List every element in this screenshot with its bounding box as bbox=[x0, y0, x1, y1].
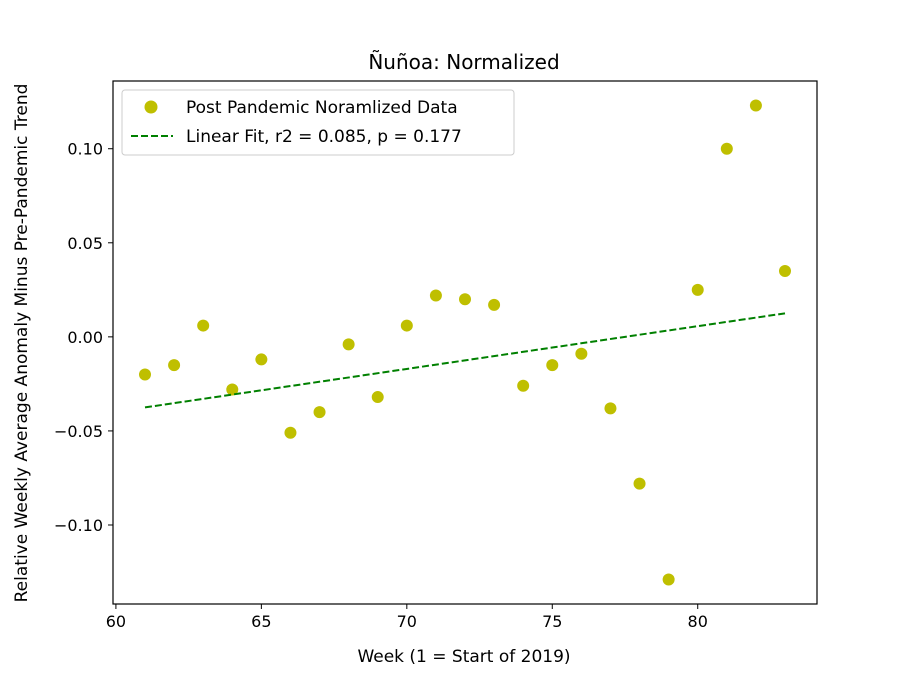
x-tick-label: 70 bbox=[397, 612, 417, 631]
data-point bbox=[488, 298, 501, 311]
data-point bbox=[546, 359, 559, 372]
legend-label-post-pandemic-data: Post Pandemic Noramlized Data bbox=[186, 98, 458, 118]
data-point bbox=[459, 293, 471, 306]
x-tick-label: 60 bbox=[106, 612, 126, 631]
data-point bbox=[400, 319, 413, 332]
x-axis-label: Week (1 = Start of 2019) bbox=[357, 647, 570, 667]
data-point bbox=[226, 383, 239, 396]
y-tick-label: 0.10 bbox=[67, 140, 103, 159]
data-point bbox=[575, 347, 588, 360]
chart-title: Ñuñoa: Normalized bbox=[368, 50, 559, 74]
data-point bbox=[633, 477, 646, 490]
data-point bbox=[313, 406, 326, 419]
legend-box bbox=[121, 89, 515, 156]
plot-area bbox=[112, 80, 818, 605]
linear-fit-line bbox=[144, 312, 786, 409]
legend-marker-post-pandemic-data bbox=[144, 100, 158, 114]
series-layer bbox=[139, 99, 791, 586]
data-point bbox=[255, 353, 268, 366]
data-point bbox=[691, 283, 704, 296]
data-point bbox=[168, 359, 181, 372]
data-point bbox=[284, 426, 297, 439]
data-point bbox=[517, 379, 530, 392]
legend: Post Pandemic Noramlized Data Linear Fit… bbox=[121, 89, 515, 156]
data-point bbox=[197, 319, 210, 332]
y-tick-label: 0.00 bbox=[67, 328, 103, 347]
data-point bbox=[139, 368, 151, 381]
y-tick-label: −0.10 bbox=[54, 516, 103, 535]
data-point bbox=[342, 338, 355, 351]
y-axis-label: Relative Weekly Average Anomaly Minus Pr… bbox=[12, 84, 32, 603]
x-tick-label: 75 bbox=[542, 612, 562, 631]
data-point bbox=[779, 265, 791, 278]
x-tick-label: 80 bbox=[688, 612, 708, 631]
legend-label-linear-fit: Linear Fit, r2 = 0.085, p = 0.177 bbox=[186, 127, 462, 147]
y-tick-label: −0.05 bbox=[54, 422, 103, 441]
y-axis-ticks: −0.10 −0.05 0.00 0.05 0.10 bbox=[54, 140, 113, 535]
data-point bbox=[604, 402, 617, 415]
x-axis-ticks: 60 65 70 75 80 bbox=[106, 604, 708, 631]
data-point bbox=[662, 573, 675, 586]
x-tick-label: 65 bbox=[251, 612, 271, 631]
y-tick-label: 0.05 bbox=[67, 234, 103, 253]
data-point bbox=[720, 142, 733, 155]
data-point bbox=[749, 99, 762, 112]
data-point bbox=[371, 391, 384, 404]
data-point bbox=[429, 289, 442, 302]
